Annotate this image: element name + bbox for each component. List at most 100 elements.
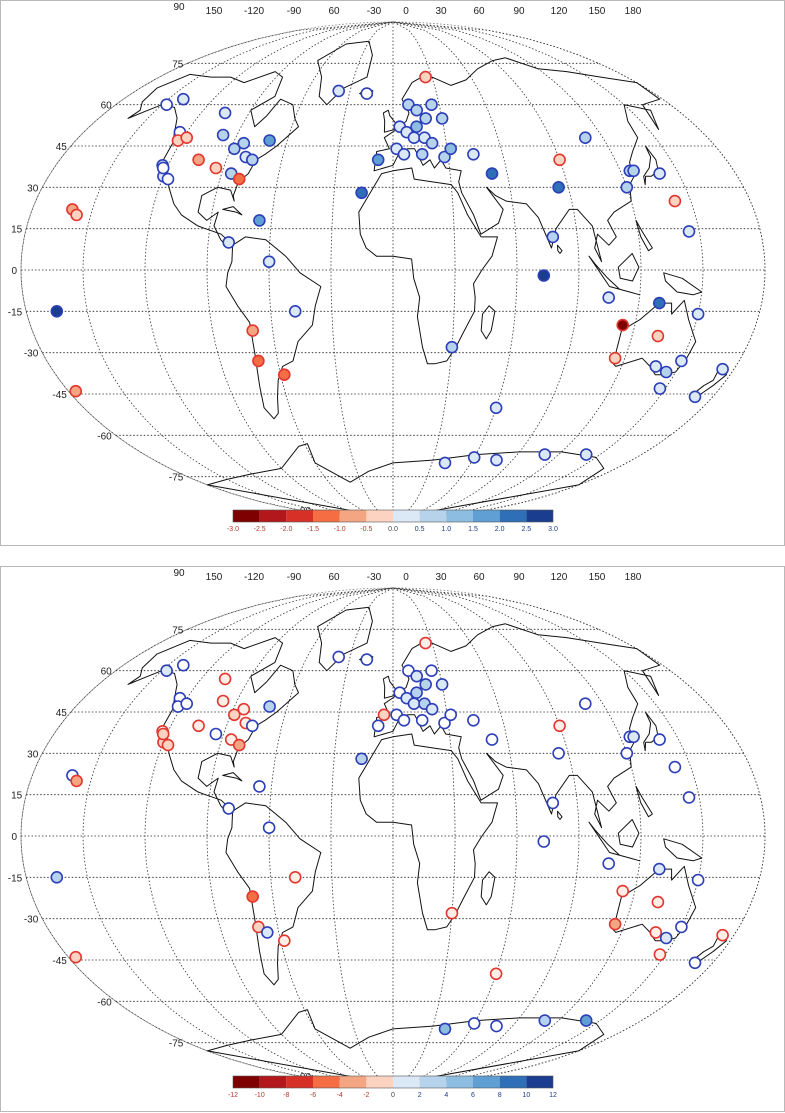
station-marker [445, 906, 459, 920]
station-marker [688, 390, 702, 404]
station-marker [360, 87, 374, 100]
colorbar-tick-label: 12 [549, 1092, 557, 1099]
station-marker [691, 873, 705, 887]
colorbar: -3.0 -2.5 -2.0 -1.5 -1.0 -0.5 0.0 0.5 1.0 1.5 2.0 2… [227, 509, 558, 533]
colorbar-cell [259, 510, 287, 522]
meridian-line [144, 587, 394, 1085]
station-marker [668, 760, 682, 774]
meridian-label: 90 [513, 6, 525, 17]
colorbar: -12 -10 -8 -6 -4 -2 0 2 4 6 8 10 12 [228, 1075, 557, 1099]
station-marker [180, 131, 193, 144]
parallel-label: 45 [56, 708, 68, 719]
colorbar-cell [366, 510, 393, 522]
coastline-madagascar [480, 305, 496, 340]
station-marker [425, 98, 438, 111]
station-marker [177, 658, 190, 672]
station-marker [438, 716, 451, 730]
colorbar-cell [339, 510, 367, 522]
parallel-label: -30 [24, 349, 39, 360]
station-marker [397, 148, 411, 161]
station-marker [649, 926, 663, 939]
meridian-label: 90 [513, 572, 525, 583]
station-marker [489, 401, 503, 415]
colorbar-tick-label: 4 [444, 1092, 448, 1099]
meridian-line [330, 21, 394, 519]
station-marker [546, 230, 560, 244]
colorbar-tick-label: 10 [522, 1092, 530, 1099]
station-marker [50, 870, 64, 884]
colorbar-tick-label: -10 [255, 1092, 265, 1099]
colorbar-tick-label: 6 [471, 1092, 475, 1099]
colorbar-frame [232, 509, 554, 523]
station-marker [232, 738, 246, 752]
station-marker [222, 236, 235, 249]
coastline-sri-lanka [557, 244, 563, 254]
colorbar-cell [446, 1076, 473, 1088]
colorbar-tick-label: 8 [498, 1092, 502, 1099]
station-marker [228, 142, 241, 156]
colorbar-tick-label: 0.0 [388, 526, 398, 533]
station-marker [579, 448, 593, 461]
coastline-africa [358, 733, 498, 931]
station-marker [467, 148, 480, 161]
station-marker [332, 650, 346, 664]
station-marker [277, 934, 291, 948]
station-marker [490, 1019, 503, 1033]
colorbar-cell [313, 1076, 340, 1088]
station-marker [228, 708, 241, 722]
parallel-label: -75 [169, 473, 184, 484]
parallel-label: -15 [8, 307, 23, 318]
meridian-line [392, 587, 518, 1085]
station-marker [653, 948, 667, 961]
station-marker [537, 835, 551, 848]
station-marker [160, 664, 173, 677]
station-marker [360, 653, 374, 666]
coastline-north-america [127, 637, 299, 815]
meridian-label: -90 [287, 6, 302, 17]
station-marker [216, 694, 230, 708]
meridian-label: 120 [551, 6, 568, 17]
station-marker [253, 214, 266, 227]
station-marker [691, 307, 705, 321]
parallel-label: -45 [52, 390, 67, 401]
station-marker [332, 84, 346, 98]
parallel-label: -75 [169, 1039, 184, 1050]
station-marker [419, 70, 432, 84]
station-marker [552, 747, 565, 760]
colorbar-tick-label: 2.0 [495, 526, 505, 533]
meridian-label: 60 [328, 572, 340, 583]
station-marker [218, 672, 232, 686]
meridian-label: 30 [435, 6, 447, 17]
meridian-label: 0 [403, 572, 409, 583]
coastline-indonesia [588, 255, 641, 296]
colorbar-tick-label: 2 [418, 1092, 422, 1099]
coastline-south-america [225, 236, 322, 420]
parallel-label: -15 [8, 873, 23, 884]
meridian-label: -30 [367, 572, 382, 583]
station-marker [553, 719, 566, 733]
meridian-label: 30 [435, 572, 447, 583]
colorbar-cell [526, 1076, 553, 1088]
station-marker [538, 1014, 552, 1027]
station-marker [425, 664, 438, 677]
parallel-label: 30 [27, 749, 39, 760]
station-marker [415, 148, 429, 161]
meridian-line [268, 587, 394, 1085]
meridian-label: -120 [244, 572, 264, 583]
world-map-top: 90 150 -120 -90 60 -30 0 30 60 90 120 150 1807560453… [8, 2, 766, 533]
coastline-greenland [317, 40, 373, 106]
station-marker [716, 362, 729, 376]
station-marker [538, 448, 552, 461]
coastline-philippines [635, 785, 653, 818]
station-marker [653, 733, 666, 746]
station-marker [263, 700, 276, 713]
station-marker [419, 112, 433, 125]
station-marker [616, 884, 630, 898]
parallel-label: -60 [97, 431, 112, 442]
station-marker [627, 164, 640, 178]
colorbar-tick-label: 3.0 [548, 526, 558, 533]
station-marker [438, 456, 452, 470]
colorbar-tick-label: -0.5 [360, 526, 372, 533]
meridian-label: 180 [625, 6, 642, 17]
coastline-cuba [222, 772, 243, 782]
